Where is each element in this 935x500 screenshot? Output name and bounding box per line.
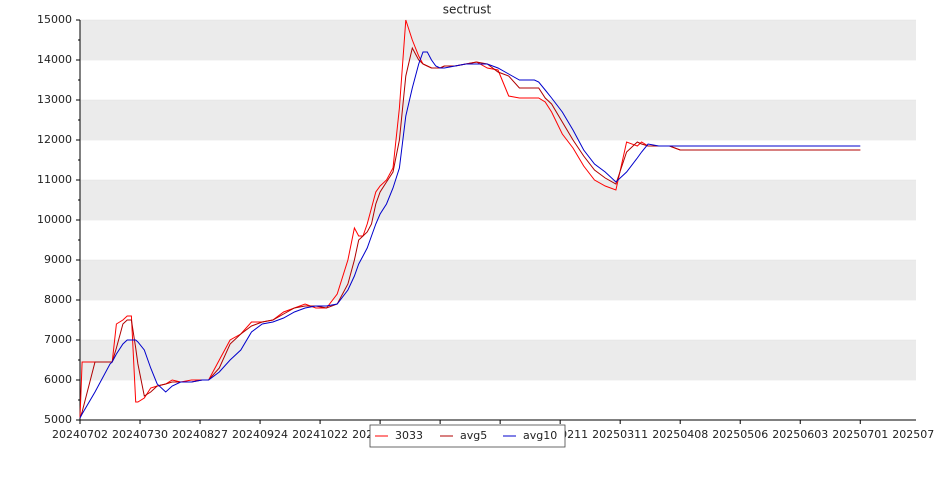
grid-band — [80, 180, 916, 220]
legend-label: avg5 — [460, 429, 487, 442]
x-tick-label: 20240702 — [52, 428, 108, 441]
x-tick-label: 20250408 — [652, 428, 708, 441]
x-tick-label: 20250729 — [892, 428, 935, 441]
grid-band — [80, 260, 916, 300]
y-tick-label: 15000 — [37, 13, 72, 26]
x-tick-label: 20250603 — [772, 428, 828, 441]
legend-box — [369, 424, 566, 448]
y-tick-label: 14000 — [37, 53, 72, 66]
grid-band — [80, 20, 916, 60]
y-tick-label: 9000 — [44, 253, 72, 266]
y-tick-label: 10000 — [37, 213, 72, 226]
y-tick-label: 11000 — [37, 173, 72, 186]
y-tick-label: 6000 — [44, 373, 72, 386]
x-tick-label: 20241022 — [292, 428, 348, 441]
chart-title: sectrust — [443, 3, 492, 17]
x-tick-label: 20240730 — [112, 428, 168, 441]
x-tick-label: 20240827 — [172, 428, 228, 441]
grid-band — [80, 340, 916, 380]
y-tick-label: 13000 — [37, 93, 72, 106]
legend-label: 3033 — [395, 429, 423, 442]
y-tick-label: 12000 — [37, 133, 72, 146]
y-tick-label: 8000 — [44, 293, 72, 306]
series-line — [79, 46, 861, 419]
y-tick-label: 7000 — [44, 333, 72, 346]
legend-label: avg10 — [523, 429, 557, 442]
y-tick-label: 5000 — [44, 413, 72, 426]
x-tick-label: 20250311 — [592, 428, 648, 441]
x-tick-label: 20250506 — [712, 428, 768, 441]
x-tick-label: 20250701 — [832, 428, 888, 441]
legend: 3033 avg5 avg10 — [369, 424, 566, 448]
plot-background — [80, 19, 916, 381]
series-line — [79, 51, 861, 419]
x-tick-label: 20240924 — [232, 428, 288, 441]
grid-band — [80, 100, 916, 140]
